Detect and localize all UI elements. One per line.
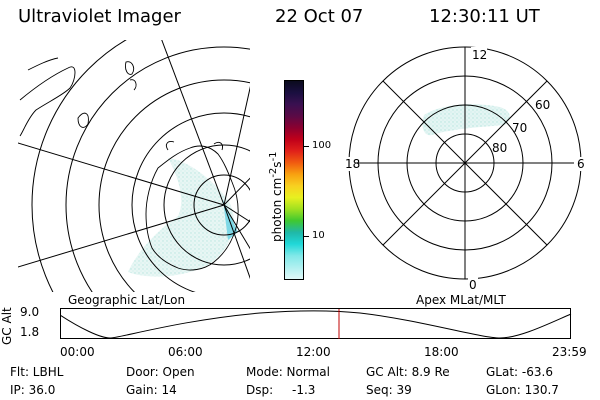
time-label: 12:30:11 UT bbox=[429, 6, 540, 27]
x-tick-2359: 23:59 bbox=[552, 345, 587, 359]
altitude-curve bbox=[60, 310, 572, 339]
auroral-oval-glow bbox=[128, 158, 234, 277]
color-scale-gradient bbox=[285, 81, 303, 279]
geographic-map bbox=[18, 40, 250, 292]
glon-status: GLon: 130.7 bbox=[486, 383, 559, 397]
dsp-label: Dsp: bbox=[246, 383, 274, 397]
alt-tick-bottom: 1.8 bbox=[20, 325, 40, 339]
apex-polar-plot bbox=[342, 46, 584, 287]
gc-alt-axis-label: GC Alt bbox=[0, 307, 14, 345]
mode-status: Mode: Normal bbox=[246, 365, 330, 379]
mlat-label-80: 80 bbox=[492, 141, 508, 155]
mlt-label-12: 12 bbox=[472, 48, 488, 62]
x-tick-1800: 18:00 bbox=[424, 345, 459, 359]
x-tick-1200: 12:00 bbox=[296, 345, 331, 359]
glat-status: GLat: -63.6 bbox=[486, 365, 553, 379]
mlt-label-0: 0 bbox=[469, 278, 477, 292]
mlt-label-6: 6 bbox=[577, 157, 585, 171]
colorbar-units-label: photon cm-2s-1 bbox=[268, 151, 284, 242]
geographic-caption: Geographic Lat/Lon bbox=[68, 293, 186, 307]
mlat-label-70: 70 bbox=[512, 121, 528, 135]
colorbar-tick-100: 100 bbox=[312, 140, 332, 151]
x-tick-0600: 06:00 bbox=[168, 345, 203, 359]
gc-alt-status: GC Alt: 8.9 Re bbox=[366, 365, 450, 379]
mlt-label-18: 18 bbox=[345, 157, 361, 171]
x-tick-0000: 00:00 bbox=[60, 345, 95, 359]
date-label: 22 Oct 07 bbox=[275, 6, 364, 27]
alt-tick-top: 9.0 bbox=[20, 305, 40, 319]
mlat-label-60: 60 bbox=[535, 98, 551, 112]
instrument-title: Ultraviolet Imager bbox=[18, 6, 181, 27]
apex-caption: Apex MLat/MLT bbox=[416, 293, 506, 307]
colorbar-tick-10: 10 bbox=[312, 230, 325, 241]
filter-status: Flt: LBHL bbox=[10, 365, 64, 379]
gain-status: Gain: 14 bbox=[126, 383, 177, 397]
ip-status: IP: 36.0 bbox=[10, 383, 56, 397]
door-status: Door: Open bbox=[126, 365, 195, 379]
seq-status: Seq: 39 bbox=[366, 383, 412, 397]
altitude-strip-chart bbox=[60, 308, 572, 339]
dsp-value: -1.3 bbox=[292, 383, 316, 397]
auroral-oval-glow bbox=[422, 104, 510, 136]
color-scale-bar bbox=[284, 80, 304, 280]
